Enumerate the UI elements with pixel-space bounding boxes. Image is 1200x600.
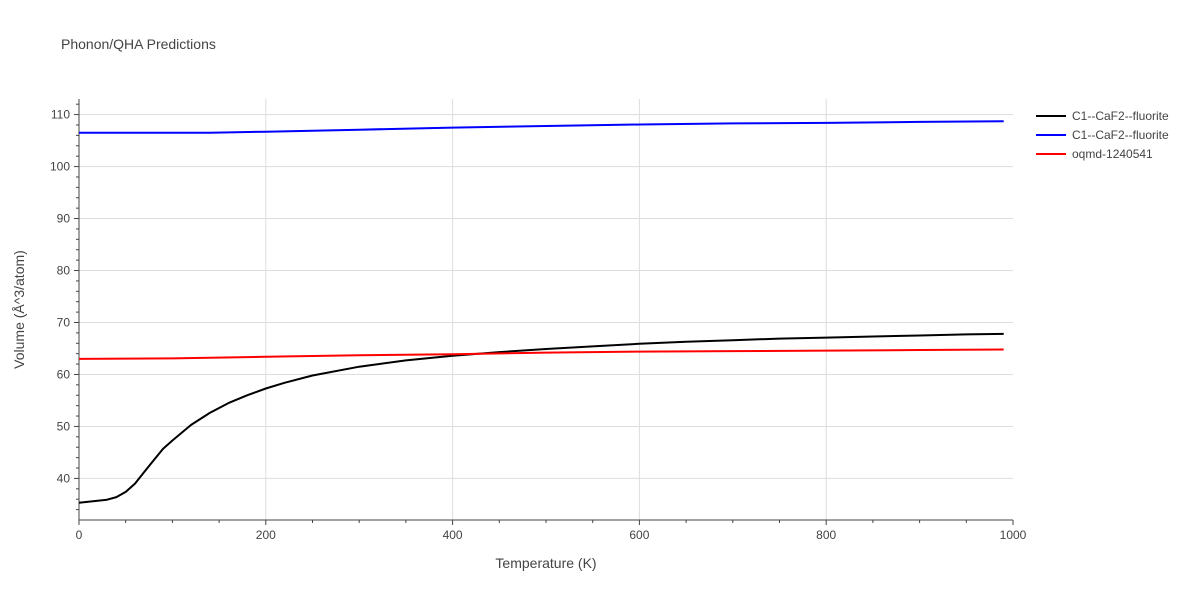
axis-layer xyxy=(74,99,1014,525)
legend-swatch xyxy=(1036,114,1066,117)
series-line-2 xyxy=(78,348,1004,360)
legend[interactable]: C1--CaF2--fluorite C1--CaF2--fluorite oqmd… xyxy=(1036,106,1169,163)
y-tick-label: 80 xyxy=(57,264,71,278)
y-tick-label: 50 xyxy=(57,419,71,433)
y-tick-label: 110 xyxy=(51,108,70,122)
y-axis-title: Volume (Å^3/atom) xyxy=(11,250,27,369)
x-tick-label: 200 xyxy=(256,528,276,542)
x-tick-label: 800 xyxy=(816,528,836,542)
legend-label: C1--CaF2--fluorite xyxy=(1072,127,1169,142)
legend-swatch xyxy=(1036,152,1066,155)
series-line-1 xyxy=(79,120,1004,134)
y-tick-label: 40 xyxy=(57,471,71,485)
legend-item-1[interactable]: C1--CaF2--fluorite xyxy=(1036,125,1169,144)
series-layer xyxy=(78,120,1004,504)
x-tick-label: 0 xyxy=(76,528,83,542)
legend-label: oqmd-1240541 xyxy=(1072,146,1153,161)
chart-title: Phonon/QHA Predictions xyxy=(61,36,216,52)
legend-item-2[interactable]: oqmd-1240541 xyxy=(1036,144,1169,163)
y-tick-label: 70 xyxy=(57,315,71,329)
y-tick-label: 100 xyxy=(50,160,70,174)
label-layer: 0 200 400 600 800 1000 40 50 60 70 80 90 100 110 Tempe… xyxy=(11,108,1027,571)
grid-layer xyxy=(79,99,1013,520)
x-tick-label: 1000 xyxy=(1000,528,1027,542)
x-axis-title: Temperature (K) xyxy=(495,555,596,571)
x-tick-label: 400 xyxy=(443,528,463,542)
y-tick-label: 90 xyxy=(57,212,71,226)
series-line-0 xyxy=(78,332,1004,504)
legend-item-0[interactable]: C1--CaF2--fluorite xyxy=(1036,106,1169,125)
legend-swatch xyxy=(1036,133,1066,136)
legend-label: C1--CaF2--fluorite xyxy=(1072,108,1169,123)
x-tick-label: 600 xyxy=(629,528,649,542)
y-tick-label: 60 xyxy=(57,367,71,381)
